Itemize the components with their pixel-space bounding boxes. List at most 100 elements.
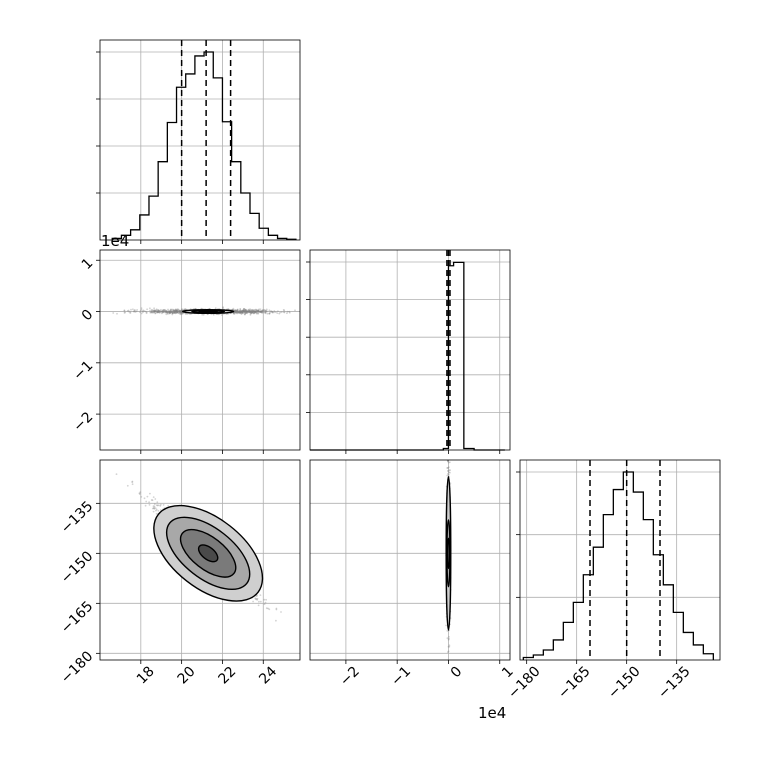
scatter-point (180, 310, 183, 313)
x-tick-label: −165 (555, 664, 594, 703)
scatter-point (148, 504, 151, 506)
scatter-point (252, 310, 255, 312)
scatter-point (152, 496, 155, 498)
scatter-point (166, 310, 169, 313)
scatter-point (180, 311, 182, 313)
scatter-point (165, 309, 168, 312)
scatter-point (155, 509, 157, 512)
panel-frame-1-1 (309, 249, 511, 451)
scatter-point (156, 504, 159, 507)
scatter-point (243, 310, 246, 312)
scatter-point (178, 309, 181, 312)
scatter-point (124, 311, 126, 314)
scatter-point (153, 508, 156, 510)
scatter-point (173, 310, 176, 313)
scatter-point (244, 310, 247, 312)
scatter-point (155, 308, 158, 311)
scatter-point (168, 312, 171, 315)
scatter-point (249, 311, 252, 314)
scatter-point (174, 308, 177, 311)
scatter-point (239, 311, 242, 314)
scatter-point (236, 310, 238, 312)
scatter-point (240, 310, 243, 313)
scatter-point (254, 311, 257, 314)
scatter-point (259, 310, 262, 313)
scatter-point (286, 310, 289, 313)
scatter-point (178, 311, 181, 314)
scatter-point (167, 308, 169, 311)
scatter-point (264, 601, 267, 604)
scatter-point (254, 310, 256, 313)
scatter-point (155, 309, 158, 312)
scatter-point (148, 501, 151, 504)
scatter-point (236, 311, 239, 313)
scatter-point (263, 603, 266, 606)
scatter-point (180, 310, 183, 313)
scatter-point (450, 457, 452, 459)
x-tick-label: −2 (337, 664, 363, 690)
ticks-layer: 18 20 22 24 −2 −1 0 1−180 −165 −150 −135−2−101−180… (58, 51, 694, 703)
scatter-point (243, 308, 245, 310)
scatter-point (173, 311, 176, 314)
scatter-point (252, 312, 255, 315)
x-tick-label: −1 (388, 664, 414, 690)
scatter-point (146, 495, 149, 498)
scatter-point (242, 309, 245, 311)
scatter-point (448, 457, 450, 459)
scatter-point (161, 311, 164, 314)
scatter-point (274, 311, 277, 314)
scatter-point (236, 311, 238, 314)
scatter-point (153, 310, 156, 312)
scatter-point (174, 309, 177, 312)
scatter-point (176, 309, 179, 312)
scatter-point (182, 312, 185, 315)
scatter-point (222, 307, 224, 309)
scatter-point (255, 598, 258, 600)
scatter-point (169, 311, 172, 314)
scatter-point (232, 309, 235, 311)
scatter-point (261, 311, 264, 314)
scatter-point (264, 311, 267, 314)
scatter-point (242, 310, 245, 313)
scatter-point (447, 650, 450, 653)
scatter-point (165, 310, 168, 313)
scatter-point (168, 311, 171, 314)
scatter-point (165, 311, 168, 314)
scatter-point (167, 309, 170, 312)
scatter-point (169, 311, 172, 314)
scatter-point (180, 310, 183, 312)
scatter-point (180, 312, 183, 315)
scatter-point (166, 311, 169, 314)
scatter-point (164, 311, 167, 314)
scatter-point (164, 310, 167, 312)
scatter-point (169, 311, 172, 314)
scatter-point (157, 509, 160, 512)
scatter-point (279, 311, 281, 314)
scatter-point (176, 311, 178, 314)
scatter-point (123, 312, 126, 314)
scatter-point (243, 310, 245, 312)
scatter-point (251, 310, 254, 312)
scatter-point (152, 505, 155, 507)
scatter-point (175, 310, 178, 313)
scatter-point (264, 312, 267, 315)
scatter-point (448, 644, 451, 647)
scatter-point (153, 505, 156, 508)
scatter-point (235, 309, 237, 312)
scatter-point (180, 311, 183, 313)
scatter-point (162, 311, 165, 313)
scatter-point (173, 311, 176, 313)
scatter-point (126, 484, 129, 487)
scatter-point (156, 311, 159, 313)
scatter-point (255, 309, 258, 312)
scatter-point (170, 309, 172, 312)
scatter-point (257, 309, 260, 312)
scatter-point (138, 493, 141, 495)
scatter-point (261, 311, 263, 314)
scatter-point (145, 311, 148, 314)
scatter-point (150, 308, 153, 311)
scatter-point (173, 311, 175, 313)
scatter-point (238, 310, 241, 313)
scatter-point (259, 310, 262, 313)
scatter-point (162, 311, 165, 314)
